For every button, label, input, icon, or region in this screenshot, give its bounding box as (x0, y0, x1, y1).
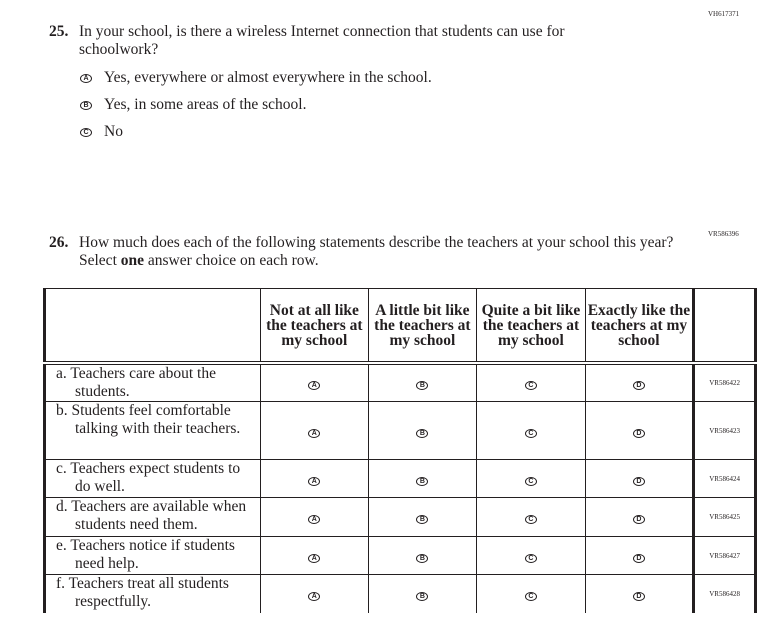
column-header-c: Quite a bit like the teachers at my scho… (476, 288, 586, 365)
response-cell[interactable]: C (476, 401, 586, 460)
option-25-c[interactable]: C No (80, 123, 123, 141)
response-cell[interactable]: B (367, 362, 478, 402)
response-cell[interactable]: D (584, 362, 695, 402)
response-cell[interactable]: B (367, 497, 478, 537)
grid-header-row: Not at all like the teachers at my schoo… (43, 288, 757, 365)
bubble-b-icon[interactable]: B (416, 381, 429, 390)
question-26-text: How much does each of the following stat… (79, 234, 674, 269)
response-cell[interactable]: A (260, 574, 369, 613)
response-cell[interactable]: C (476, 536, 586, 575)
bubble-a-icon[interactable]: A (308, 553, 321, 563)
column-header-d: Exactly like the teachers at my school (584, 288, 695, 365)
bubble-b-icon[interactable]: B (416, 591, 429, 601)
row-label: f. Teachers treat all students respectfu… (43, 574, 262, 613)
bubble-d-icon[interactable]: D (632, 476, 645, 486)
response-cell[interactable]: C (476, 497, 586, 537)
table-row: a. Teachers care about the students. A B C D… (43, 362, 757, 402)
row-code: VR586423 (692, 401, 757, 460)
question-25-code: VH617371 (708, 10, 740, 18)
row-label: a. Teachers care about the students. (43, 362, 262, 402)
response-grid: Not at all like the teachers at my schoo… (43, 288, 757, 613)
row-label: b. Students feel comfortable talking wit… (43, 401, 262, 460)
response-cell[interactable]: D (584, 574, 695, 613)
bubble-c-icon[interactable]: C (524, 428, 537, 438)
header-code-blank (692, 288, 757, 365)
row-code: VR586425 (692, 497, 757, 537)
bubble-c-icon[interactable]: C (524, 553, 537, 563)
response-cell[interactable]: C (476, 574, 586, 613)
bubble-c-icon[interactable]: C (524, 381, 537, 390)
bubble-b-icon[interactable]: B (416, 428, 429, 438)
row-code: VR586427 (692, 536, 757, 575)
column-header-b: A little bit like the teachers at my sch… (367, 288, 478, 365)
option-25-b[interactable]: B Yes, in some areas of the school. (80, 96, 306, 114)
row-label: d. Teachers are available when students … (43, 497, 262, 537)
bubble-c-icon[interactable]: C (524, 515, 537, 524)
table-row: b. Students feel comfortable talking wit… (43, 401, 757, 460)
response-cell[interactable]: A (260, 401, 369, 460)
response-cell[interactable]: C (476, 459, 586, 498)
bubble-c-icon[interactable]: C (524, 476, 537, 486)
bubble-b-icon[interactable]: B (80, 100, 92, 110)
question-26-code: VR586396 (708, 230, 739, 238)
bubble-d-icon[interactable]: D (632, 381, 645, 390)
bubble-a-icon[interactable]: A (308, 381, 321, 390)
response-cell[interactable]: B (367, 536, 478, 575)
response-cell[interactable]: A (260, 362, 369, 402)
response-cell[interactable]: D (584, 401, 695, 460)
bubble-d-icon[interactable]: D (632, 591, 645, 601)
bubble-b-icon[interactable]: B (416, 515, 429, 524)
bubble-a-icon[interactable]: A (80, 73, 92, 83)
response-cell[interactable]: D (584, 536, 695, 575)
table-row: f. Teachers treat all students respectfu… (43, 574, 757, 613)
table-row: c. Teachers expect students to do well. A… (43, 459, 757, 498)
bubble-a-icon[interactable]: A (308, 591, 321, 601)
option-label: No (104, 123, 123, 140)
option-label: Yes, in some areas of the school. (104, 96, 307, 113)
bubble-c-icon[interactable]: C (524, 591, 537, 601)
bubble-d-icon[interactable]: D (632, 553, 645, 563)
response-cell[interactable]: A (260, 536, 369, 575)
row-label: c. Teachers expect students to do well. (43, 459, 262, 498)
response-cell[interactable]: B (367, 401, 478, 460)
bubble-b-icon[interactable]: B (416, 553, 429, 563)
bubble-d-icon[interactable]: D (632, 515, 645, 524)
question-26-number: 26. (49, 234, 69, 251)
row-code: VR586424 (692, 459, 757, 498)
row-label: e. Teachers notice if students need help… (43, 536, 262, 575)
header-blank (43, 288, 262, 365)
table-row: d. Teachers are available when students … (43, 497, 757, 537)
bubble-d-icon[interactable]: D (632, 428, 645, 438)
bubble-a-icon[interactable]: A (308, 476, 321, 486)
response-cell[interactable]: D (584, 459, 695, 498)
row-code: VR586428 (692, 574, 757, 613)
response-cell[interactable]: C (476, 362, 586, 402)
response-cell[interactable]: A (260, 497, 369, 537)
bubble-a-icon[interactable]: A (308, 515, 321, 524)
response-cell[interactable]: D (584, 497, 695, 537)
option-label: Yes, everywhere or almost everywhere in … (104, 69, 432, 86)
response-cell[interactable]: A (260, 459, 369, 498)
bubble-b-icon[interactable]: B (416, 476, 429, 486)
bubble-c-icon[interactable]: C (80, 127, 92, 137)
row-code: VR586422 (692, 362, 757, 402)
question-25-number: 25. (49, 23, 69, 40)
table-row: e. Teachers notice if students need help… (43, 536, 757, 575)
option-25-a[interactable]: A Yes, everywhere or almost everywhere i… (80, 69, 432, 87)
response-cell[interactable]: B (367, 574, 478, 613)
question-25-text: In your school, is there a wireless Inte… (79, 23, 565, 58)
response-cell[interactable]: B (367, 459, 478, 498)
column-header-a: Not at all like the teachers at my schoo… (260, 288, 369, 365)
bubble-a-icon[interactable]: A (308, 428, 321, 438)
